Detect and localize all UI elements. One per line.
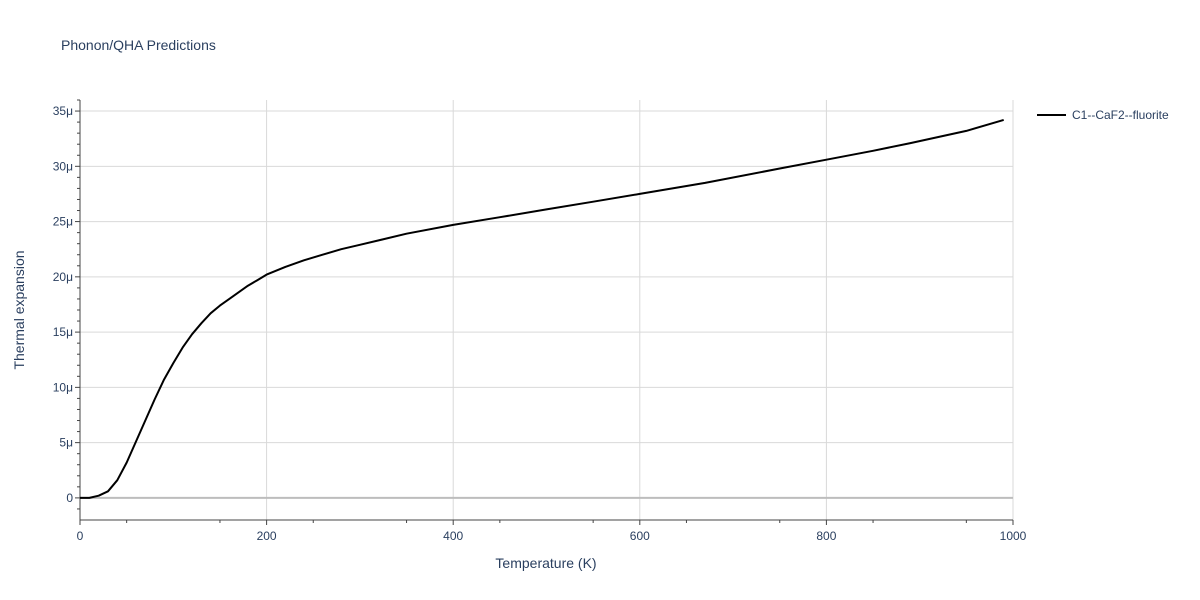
chart-title: Phonon/QHA Predictions <box>61 37 216 53</box>
y-tick-label: 15μ <box>53 325 73 339</box>
series-group <box>80 118 1004 499</box>
x-axis-title: Temperature (K) <box>495 555 596 571</box>
y-tick-label: 25μ <box>53 215 73 229</box>
x-tick-label: 200 <box>257 529 277 543</box>
x-tick-label: 600 <box>630 529 650 543</box>
axes <box>79 100 1013 521</box>
legend[interactable]: C1--CaF2--fluorite <box>1037 108 1169 122</box>
y-axis-title: Thermal expansion <box>11 250 27 369</box>
x-tick-label: 400 <box>443 529 463 543</box>
y-axis-ticks: 0 5μ 10μ 15μ 20μ 25μ 30μ 35μ <box>53 99 80 510</box>
y-tick-label: 30μ <box>53 159 73 173</box>
y-tick-label: 20μ <box>53 270 73 284</box>
grid <box>80 100 1014 520</box>
y-tick-label: 5μ <box>59 436 73 450</box>
x-tick-label: 800 <box>816 529 836 543</box>
legend-label: C1--CaF2--fluorite <box>1072 108 1169 122</box>
series-line-0[interactable] <box>80 118 1004 499</box>
x-tick-label: 0 <box>77 529 84 543</box>
x-axis-ticks: 0 200 400 600 800 1000 <box>77 520 1027 543</box>
x-tick-label: 1000 <box>1000 529 1027 543</box>
y-tick-label: 35μ <box>53 104 73 118</box>
y-tick-label: 0 <box>66 491 73 505</box>
y-tick-label: 10μ <box>53 380 73 394</box>
